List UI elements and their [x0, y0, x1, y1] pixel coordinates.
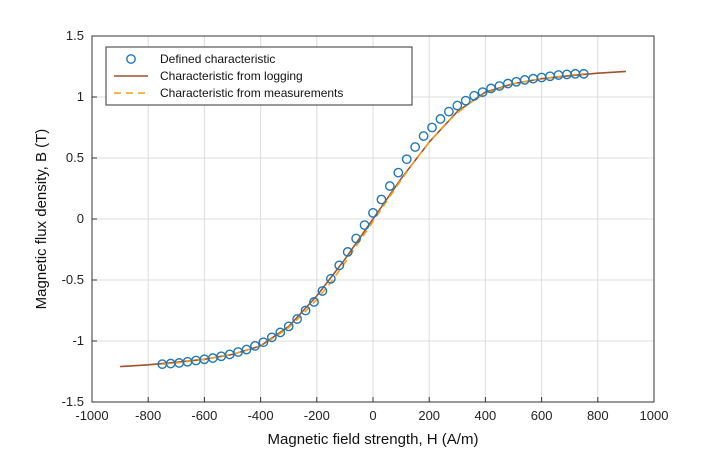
- y-tick-label: 0: [77, 211, 84, 226]
- legend-entry-label: Characteristic from measurements: [160, 86, 343, 100]
- data-point: [351, 233, 362, 244]
- data-point: [250, 340, 260, 351]
- data-point: [384, 181, 395, 191]
- legend-box: [105, 46, 413, 106]
- x-tick-label: 200: [418, 408, 440, 423]
- data-point: [393, 167, 404, 178]
- data-point: [292, 314, 303, 324]
- series-defined-characteristic: [157, 68, 589, 370]
- data-point: [435, 114, 446, 124]
- legend-entry-label: Characteristic from logging: [160, 69, 303, 83]
- y-tick-label: -1.5: [62, 394, 84, 409]
- x-tick-label: -800: [135, 408, 161, 423]
- x-tick-label: -600: [191, 408, 217, 423]
- series-layer: [120, 68, 626, 370]
- data-point: [359, 220, 370, 231]
- data-point: [469, 90, 480, 101]
- x-tick-label: -1000: [75, 408, 108, 423]
- legend-marker-circle: [126, 54, 136, 64]
- x-tick-label: -400: [248, 408, 274, 423]
- y-tick-label: 1: [77, 89, 84, 104]
- x-tick-label: 600: [531, 408, 553, 423]
- y-axis-label: Magnetic flux density, B (T): [33, 129, 50, 310]
- data-point: [443, 106, 454, 117]
- data-point: [300, 305, 311, 316]
- series-line-measurements: [162, 73, 584, 365]
- data-point: [275, 327, 286, 338]
- x-tick-label: 1000: [640, 408, 669, 423]
- y-tick-label: -0.5: [62, 272, 84, 287]
- data-point: [283, 321, 294, 332]
- x-tick-label: 800: [587, 408, 609, 423]
- x-tick-label: 0: [369, 408, 376, 423]
- legend: Defined characteristic Characteristic fro…: [105, 46, 413, 106]
- y-tick-label: 0.5: [66, 150, 84, 165]
- data-point: [317, 286, 328, 296]
- data-point: [309, 297, 319, 307]
- data-point: [266, 332, 277, 343]
- y-tick-label: 1.5: [66, 28, 84, 43]
- data-point: [368, 207, 378, 218]
- data-point: [460, 95, 471, 106]
- data-point: [427, 122, 437, 133]
- data-point: [258, 337, 269, 348]
- data-point: [342, 247, 353, 257]
- data-point: [452, 100, 463, 111]
- data-point: [418, 131, 429, 141]
- data-point: [241, 344, 252, 355]
- data-point: [578, 68, 589, 79]
- data-point: [325, 273, 336, 284]
- data-point: [334, 260, 345, 271]
- data-point: [410, 142, 421, 152]
- data-point: [376, 194, 387, 205]
- data-point: [401, 154, 412, 165]
- x-axis-label: Magnetic field strength, H (A/m): [268, 431, 479, 448]
- ticks: -1000 -800 -600 -400 -200 0 200 400 600 800 1000 -1…: [62, 28, 669, 423]
- x-tick-label: -200: [304, 408, 330, 423]
- legend-entry-label: Defined characteristic: [160, 52, 275, 66]
- x-tick-label: 400: [475, 408, 497, 423]
- y-tick-label: -1: [72, 333, 84, 348]
- data-point: [477, 87, 488, 98]
